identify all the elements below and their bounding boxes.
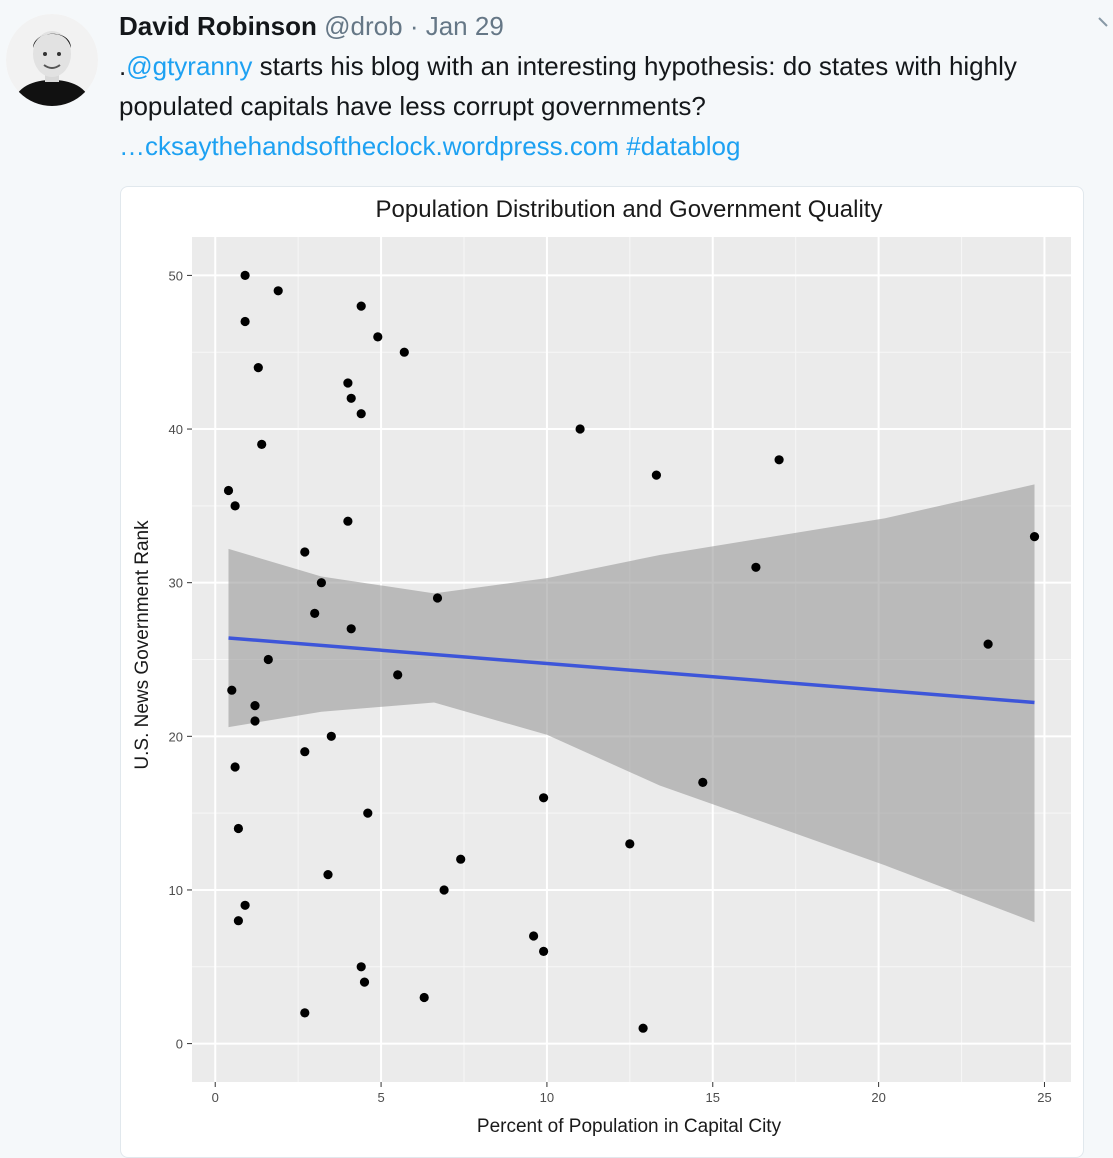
data-point [300,747,310,757]
data-point [240,316,250,327]
data-point [356,962,366,972]
confidence-ribbon [228,484,1035,923]
tweet-header: David Robinson @drob · Jan 29 [119,8,504,44]
trend-line [228,636,1035,705]
scatter-chart: Population Distribution and Government Q… [132,196,1071,1137]
y-tick-label: 40 [169,422,183,437]
data-point [399,347,409,357]
data-point [983,639,993,649]
text-body: starts his blog with an interesting hypo… [119,51,1017,121]
data-point [343,516,353,526]
data-point [373,332,383,342]
data-point [250,716,260,726]
avatar-photo [6,14,98,106]
y-tick-label: 10 [169,883,183,898]
x-tick-label: 20 [871,1090,885,1105]
data-point [638,1023,648,1033]
data-point [751,562,761,572]
data-point [625,839,635,849]
data-point [529,931,539,941]
data-point [774,455,784,465]
data-point [419,992,429,1003]
data-point [230,501,240,511]
data-point [273,286,283,296]
tweet-text: .@gtyranny starts his blog with an inter… [119,46,1104,126]
x-tick-label: 15 [706,1090,720,1105]
data-point [356,409,366,419]
data-point [432,593,443,603]
data-point [363,808,373,818]
axis-ticks: 0 5 10 15 20 25 0 10 20 30 40 50 [169,268,1052,1105]
data-point [300,547,310,557]
data-point [233,916,243,926]
data-point [343,378,353,388]
data-point [698,777,708,788]
hashtag-link[interactable]: #datablog [626,131,741,161]
chevron-down-icon[interactable] [1097,14,1113,34]
x-axis-title: Percent of Population in Capital City [477,1116,782,1137]
data-point [240,270,250,280]
data-point [326,731,336,741]
chart-title: Population Distribution and Government Q… [376,196,883,223]
data-point [230,762,240,772]
y-tick-label: 0 [176,1037,183,1052]
tweet-links: …cksaythehandsoftheclock.wordpress.com #… [119,126,740,166]
x-tick-label: 0 [212,1090,219,1105]
x-tick-label: 25 [1037,1090,1051,1105]
author-handle[interactable]: @drob [324,11,403,41]
y-axis-title: U.S. News Government Rank [132,520,153,770]
data-point [356,301,366,311]
data-point [240,900,250,910]
trend-line-group [228,636,1035,705]
data-point [359,977,370,987]
data-point [233,823,243,834]
data-point [263,654,273,665]
y-tick-label: 20 [169,729,183,744]
media-card[interactable]: Population Distribution and Government Q… [120,186,1084,1158]
data-point [253,363,263,373]
avatar[interactable] [6,14,98,106]
data-point [346,393,356,403]
data-point [346,624,356,634]
author-name[interactable]: David Robinson [119,11,317,41]
data-point [227,685,237,695]
data-point [310,608,320,618]
tweet-date[interactable]: Jan 29 [425,11,504,41]
y-tick-label: 50 [169,268,183,283]
blog-link[interactable]: …cksaythehandsoftheclock.wordpress.com [119,131,620,161]
data-point [257,439,267,449]
data-point [300,1008,310,1018]
data-point [456,854,466,864]
data-point [539,793,549,803]
confidence-band [228,484,1035,923]
separator: · [409,11,419,41]
data-point [539,946,549,957]
mention-link[interactable]: @gtyranny [126,51,253,81]
x-tick-label: 10 [540,1090,554,1105]
data-point [575,424,585,434]
data-point [651,470,662,480]
data-point [439,885,449,895]
data-point [250,701,260,711]
text-prefix: . [119,51,127,81]
data-point [393,670,403,680]
y-tick-label: 30 [169,576,183,591]
data-point [323,870,333,880]
data-points [223,270,1040,1033]
data-point [1029,532,1040,542]
x-tick-label: 5 [377,1090,384,1105]
data-point [223,485,234,496]
data-point [316,578,326,588]
